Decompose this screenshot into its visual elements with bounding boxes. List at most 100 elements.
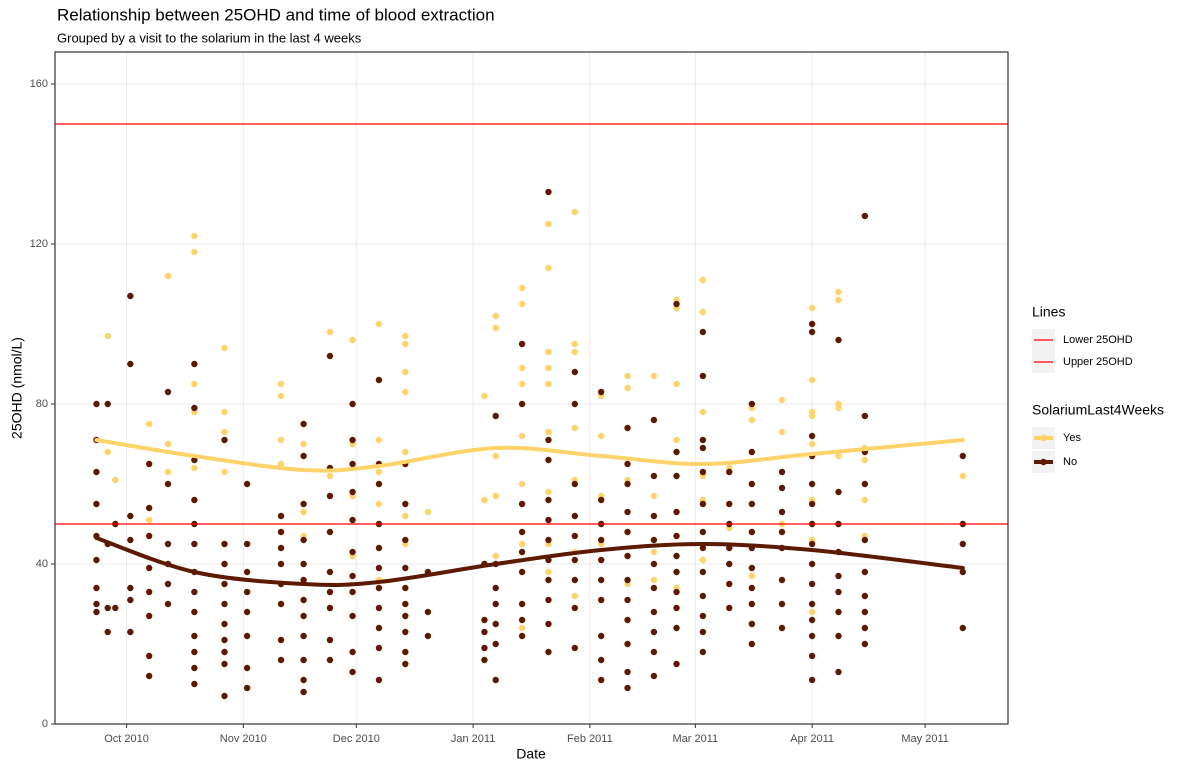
point xyxy=(650,372,658,380)
legend-point xyxy=(1040,458,1047,466)
point xyxy=(375,500,383,508)
point xyxy=(597,676,605,684)
point xyxy=(726,580,733,588)
point xyxy=(597,432,605,440)
point xyxy=(861,212,869,220)
point xyxy=(349,336,356,344)
point xyxy=(243,608,251,616)
point xyxy=(277,436,285,444)
point xyxy=(93,400,100,408)
point xyxy=(402,500,409,508)
point xyxy=(624,616,631,624)
point xyxy=(221,692,228,700)
point xyxy=(699,544,707,552)
point xyxy=(326,352,334,360)
point xyxy=(375,624,383,632)
point xyxy=(492,676,499,684)
point xyxy=(375,544,383,552)
point xyxy=(518,568,526,576)
point xyxy=(597,596,605,604)
point xyxy=(277,560,285,568)
point xyxy=(402,368,409,376)
point xyxy=(518,364,526,372)
point xyxy=(375,676,383,684)
point xyxy=(243,632,251,640)
legend-label: Yes xyxy=(1063,432,1081,444)
point xyxy=(191,648,198,656)
point xyxy=(699,592,707,600)
point xyxy=(326,604,334,612)
point xyxy=(349,612,356,620)
point xyxy=(326,472,334,480)
point xyxy=(597,496,605,504)
point xyxy=(375,480,383,488)
point xyxy=(545,648,552,656)
point xyxy=(571,592,579,600)
y-tick-label: 0 xyxy=(42,718,48,730)
point xyxy=(808,560,816,568)
point xyxy=(699,436,707,444)
point xyxy=(673,300,680,308)
point xyxy=(699,568,707,576)
point xyxy=(518,400,526,408)
point xyxy=(145,504,153,512)
point xyxy=(145,588,153,596)
point xyxy=(492,600,499,608)
point xyxy=(835,288,842,296)
point xyxy=(861,412,869,420)
point xyxy=(778,624,786,632)
point xyxy=(221,660,228,668)
point xyxy=(748,620,756,628)
y-tick-label: 80 xyxy=(36,398,48,410)
point xyxy=(624,424,631,432)
point xyxy=(673,472,680,480)
point xyxy=(699,372,707,380)
point xyxy=(650,536,658,544)
point xyxy=(221,648,228,656)
point xyxy=(673,448,680,456)
point xyxy=(191,248,198,256)
point xyxy=(545,568,552,576)
x-tick-label: Nov 2010 xyxy=(220,733,267,745)
point xyxy=(597,536,605,544)
point xyxy=(748,448,756,456)
point xyxy=(277,656,285,664)
point xyxy=(808,320,816,328)
point xyxy=(650,416,658,424)
point xyxy=(808,328,816,336)
point xyxy=(571,480,579,488)
point xyxy=(300,500,307,508)
point xyxy=(243,480,251,488)
point xyxy=(221,428,228,436)
point xyxy=(624,384,631,392)
point xyxy=(650,548,658,556)
point xyxy=(808,608,816,616)
point xyxy=(221,620,228,628)
point xyxy=(673,532,680,540)
point xyxy=(191,464,198,472)
point xyxy=(650,628,658,636)
point xyxy=(748,572,756,580)
point xyxy=(164,540,172,548)
x-axis-label: Date xyxy=(516,746,546,762)
point xyxy=(164,272,172,280)
point xyxy=(375,584,383,592)
point xyxy=(571,556,579,564)
point xyxy=(959,452,966,460)
point xyxy=(808,432,816,440)
point xyxy=(778,576,786,584)
point xyxy=(277,528,285,536)
point xyxy=(518,632,526,640)
point xyxy=(571,348,579,356)
point xyxy=(375,320,383,328)
x-tick-label: Jan 2011 xyxy=(451,733,495,745)
point xyxy=(93,584,100,592)
point xyxy=(597,388,605,396)
point xyxy=(492,312,499,320)
point xyxy=(481,656,488,664)
point xyxy=(243,540,251,548)
point xyxy=(402,628,409,636)
point xyxy=(93,556,100,564)
point xyxy=(221,408,228,416)
point xyxy=(402,612,409,620)
